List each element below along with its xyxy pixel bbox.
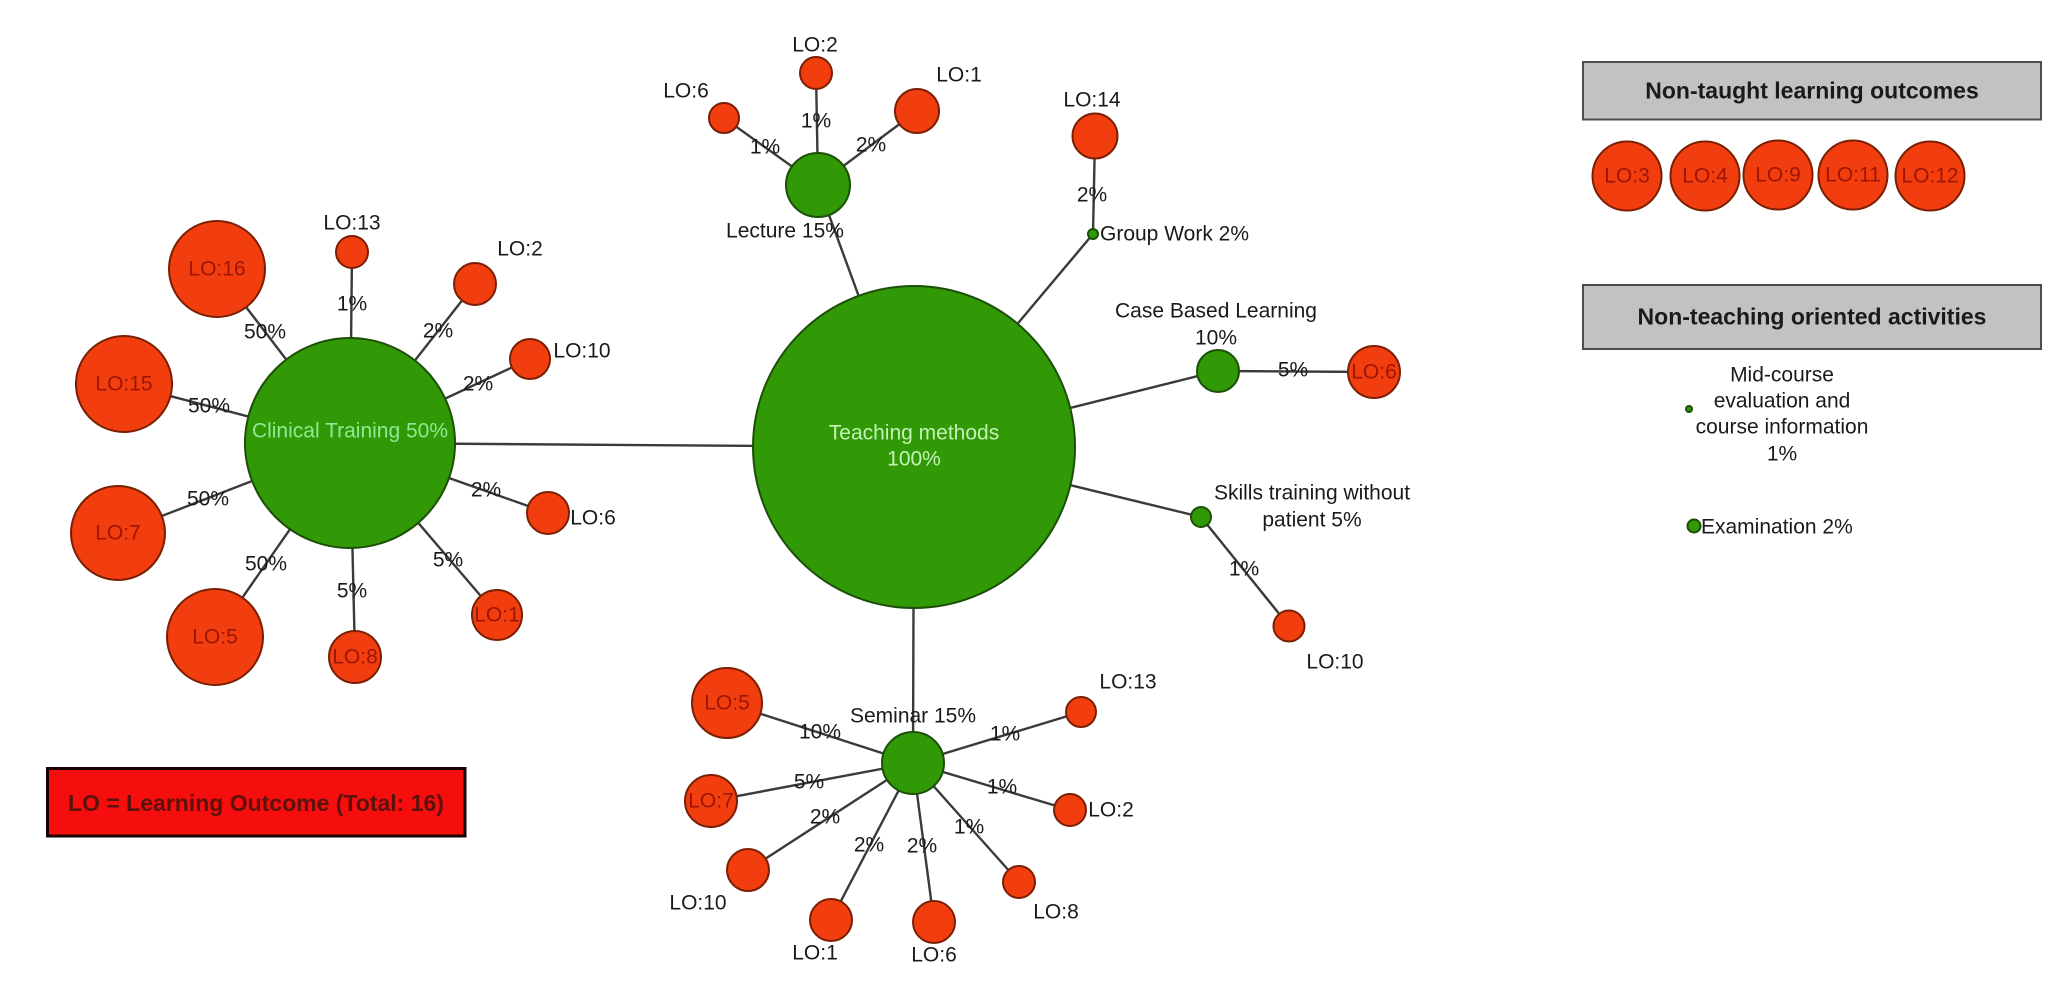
svg-text:Non-teaching oriented activiti: Non-teaching oriented activities bbox=[1638, 304, 1987, 330]
svg-text:Case Based Learning: Case Based Learning bbox=[1115, 300, 1317, 323]
svg-text:1%: 1% bbox=[987, 776, 1017, 799]
svg-text:LO:1: LO:1 bbox=[474, 604, 520, 627]
svg-text:LO:7: LO:7 bbox=[95, 522, 141, 545]
svg-text:5%: 5% bbox=[433, 549, 463, 572]
svg-text:Clinical Training 50%: Clinical Training 50% bbox=[252, 420, 448, 443]
svg-text:LO:11: LO:11 bbox=[1825, 164, 1881, 187]
svg-text:LO:10: LO:10 bbox=[669, 892, 726, 915]
svg-text:2%: 2% bbox=[463, 373, 493, 396]
svg-text:LO:3: LO:3 bbox=[1604, 165, 1650, 188]
svg-text:LO:6: LO:6 bbox=[911, 944, 957, 967]
svg-text:Teaching methods: Teaching methods bbox=[829, 422, 999, 445]
svg-text:LO:10: LO:10 bbox=[1306, 651, 1363, 674]
svg-text:2%: 2% bbox=[1077, 184, 1107, 207]
svg-text:LO:8: LO:8 bbox=[332, 646, 378, 669]
svg-text:1%: 1% bbox=[990, 723, 1020, 746]
svg-text:50%: 50% bbox=[187, 488, 229, 511]
svg-text:1%: 1% bbox=[1229, 558, 1259, 581]
svg-text:2%: 2% bbox=[856, 134, 886, 157]
svg-text:LO:2: LO:2 bbox=[497, 238, 543, 261]
svg-text:2%: 2% bbox=[423, 320, 453, 343]
svg-text:2%: 2% bbox=[471, 479, 501, 502]
svg-text:2%: 2% bbox=[810, 806, 840, 829]
svg-text:50%: 50% bbox=[188, 395, 230, 418]
svg-text:LO:8: LO:8 bbox=[1033, 901, 1079, 924]
svg-text:LO:15: LO:15 bbox=[95, 373, 152, 396]
svg-text:Seminar 15%: Seminar 15% bbox=[850, 705, 976, 728]
svg-text:5%: 5% bbox=[794, 771, 824, 794]
svg-text:1%: 1% bbox=[750, 136, 780, 159]
svg-text:2%: 2% bbox=[907, 835, 937, 858]
svg-text:course information: course information bbox=[1696, 416, 1869, 439]
svg-text:1%: 1% bbox=[1767, 443, 1797, 466]
svg-text:100%: 100% bbox=[887, 448, 941, 471]
svg-text:10%: 10% bbox=[1195, 327, 1237, 350]
svg-text:1%: 1% bbox=[954, 816, 984, 839]
svg-text:Non-taught learning outcomes: Non-taught learning outcomes bbox=[1645, 78, 1979, 104]
svg-text:LO:6: LO:6 bbox=[570, 507, 616, 530]
svg-text:10%: 10% bbox=[799, 721, 841, 744]
svg-text:evaluation and: evaluation and bbox=[1714, 390, 1851, 413]
svg-text:50%: 50% bbox=[244, 321, 286, 344]
svg-text:LO:16: LO:16 bbox=[188, 258, 245, 281]
svg-text:LO:7: LO:7 bbox=[688, 790, 734, 813]
svg-text:Group Work 2%: Group Work 2% bbox=[1100, 223, 1249, 246]
svg-text:LO:2: LO:2 bbox=[792, 34, 838, 57]
svg-text:LO:10: LO:10 bbox=[553, 340, 610, 363]
svg-text:Mid-course: Mid-course bbox=[1730, 364, 1834, 387]
svg-text:5%: 5% bbox=[337, 580, 367, 603]
svg-text:Lecture 15%: Lecture 15% bbox=[726, 220, 844, 243]
svg-text:LO:1: LO:1 bbox=[792, 942, 838, 965]
svg-text:1%: 1% bbox=[801, 110, 831, 133]
svg-text:Examination 2%: Examination 2% bbox=[1701, 516, 1853, 539]
svg-text:Skills training without: Skills training without bbox=[1214, 482, 1410, 505]
svg-text:LO:14: LO:14 bbox=[1063, 89, 1121, 112]
svg-text:patient 5%: patient 5% bbox=[1262, 509, 1361, 532]
svg-text:LO:4: LO:4 bbox=[1682, 165, 1728, 188]
svg-text:LO:5: LO:5 bbox=[704, 692, 750, 715]
svg-text:50%: 50% bbox=[245, 553, 287, 576]
svg-text:1%: 1% bbox=[337, 293, 367, 316]
svg-text:2%: 2% bbox=[854, 834, 884, 857]
svg-text:LO:6: LO:6 bbox=[1351, 361, 1397, 384]
svg-text:LO = Learning Outcome (Total:: LO = Learning Outcome (Total: 16) bbox=[68, 790, 444, 816]
svg-text:LO:1: LO:1 bbox=[936, 64, 982, 87]
svg-text:LO:13: LO:13 bbox=[323, 212, 380, 235]
svg-text:LO:13: LO:13 bbox=[1099, 671, 1156, 694]
svg-text:LO:12: LO:12 bbox=[1901, 165, 1958, 188]
svg-text:5%: 5% bbox=[1278, 359, 1308, 382]
svg-text:LO:2: LO:2 bbox=[1088, 799, 1134, 822]
svg-text:LO:5: LO:5 bbox=[192, 626, 238, 649]
svg-text:LO:6: LO:6 bbox=[663, 80, 709, 103]
svg-text:LO:9: LO:9 bbox=[1755, 164, 1801, 187]
